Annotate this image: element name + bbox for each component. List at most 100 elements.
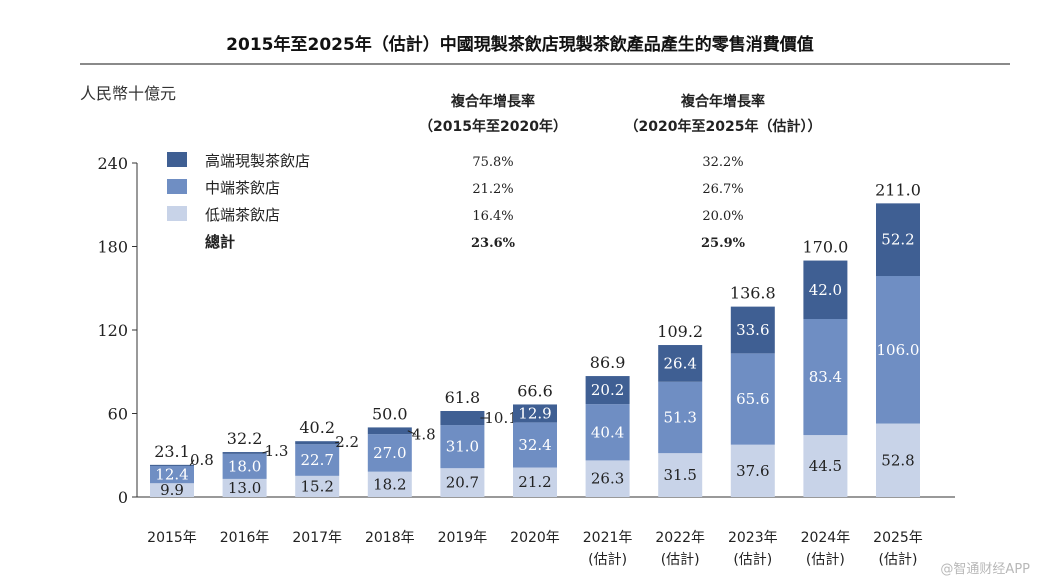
leader-line (407, 430, 417, 435)
x-tick-label: (估計) (661, 552, 700, 568)
segment-label: 52.2 (881, 231, 914, 249)
segment-label: 18.0 (228, 457, 261, 475)
x-tick-label: (估計) (588, 552, 627, 568)
segment-label: 32.4 (518, 436, 551, 454)
total-label: 170.0 (802, 237, 848, 256)
total-label: 61.8 (445, 388, 481, 407)
bar-segment (295, 441, 340, 445)
x-tick-label: 2015年 (147, 530, 197, 546)
bar-segment (585, 460, 630, 497)
y-tick-label: 120 (97, 321, 128, 340)
total-label: 211.0 (875, 180, 921, 199)
bar-segment (150, 483, 194, 497)
x-tick-label: 2024年 (801, 530, 851, 546)
y-tick-label: 240 (97, 154, 128, 173)
segment-label: 12.4 (155, 466, 188, 484)
cagr-value: 23.6% (471, 236, 516, 251)
bar-segment (658, 345, 703, 382)
legend-swatch (167, 206, 187, 221)
bar-segment (440, 410, 485, 426)
segment-label: 37.6 (736, 462, 769, 480)
legend-label: 中端茶飲店 (205, 179, 280, 197)
segment-label: 22.7 (300, 451, 333, 469)
bar-segment (658, 453, 703, 497)
total-label: 32.2 (227, 429, 263, 448)
segment-label: 27.0 (373, 444, 406, 462)
legend-swatch (167, 152, 187, 167)
leader-line (335, 441, 340, 444)
x-tick-label: 2019年 (438, 530, 488, 546)
segment-label: 1.3 (265, 442, 289, 460)
bar-segment (803, 260, 848, 320)
total-label: 109.2 (657, 322, 703, 341)
segment-label: 83.4 (809, 368, 842, 386)
total-label: 86.9 (590, 353, 626, 372)
bar-segment (730, 353, 775, 445)
x-tick-label: 2016年 (220, 530, 270, 546)
cagr-table: 複合年增長率 （2015年至2020年） 複合年增長率 （2020年至2025年（估計… (419, 93, 821, 251)
y-tick-label: 180 (97, 238, 128, 257)
bar-segment (367, 471, 412, 497)
segment-label: 0.8 (190, 451, 214, 469)
cagr-value: 26.7% (702, 182, 743, 197)
segment-label: 52.8 (881, 451, 914, 469)
bars: 9.912.40.823.1 13.0 18.01.332.2 15.2 22.72.2… (150, 180, 921, 499)
cagr-header: 複合年增長率 (450, 93, 535, 110)
legend-label: 總計 (205, 233, 235, 251)
segment-label: 65.6 (736, 390, 769, 408)
segment-label: 26.3 (591, 470, 624, 488)
x-tick-label: 2025年 (873, 530, 923, 546)
bar-segment (876, 423, 920, 497)
cagr-value: 25.9% (701, 236, 746, 251)
x-tick-label: 2020年 (510, 530, 560, 546)
cagr-value: 16.4% (472, 209, 513, 224)
bar-segment (440, 425, 485, 469)
bar-segment (876, 276, 920, 424)
cagr-header: （2015年至2020年） (419, 118, 567, 135)
x-tick-label: 2021年 (583, 530, 633, 546)
segment-label: 4.8 (412, 425, 436, 443)
bar-segment (295, 475, 340, 497)
y-tick-label: 60 (108, 405, 128, 424)
bar-segment (222, 453, 267, 479)
total-label: 66.6 (517, 381, 553, 400)
segment-label: 13.0 (228, 479, 261, 497)
bar-segment (367, 427, 412, 435)
cagr-header: （2020年至2025年（估計）） (625, 118, 822, 135)
segment-label: 10.1 (484, 409, 517, 427)
bar-segment (730, 306, 775, 354)
legend-label: 高端現製茶飲店 (205, 152, 310, 170)
bar-segment (658, 381, 703, 454)
x-tick-label: 2022年 (655, 530, 705, 546)
segment-label: 40.4 (591, 423, 624, 441)
bar-segment (150, 465, 194, 484)
bar-segment (513, 422, 557, 468)
bar-segment (513, 404, 557, 423)
x-tick-label: (估計) (879, 552, 918, 568)
bar-segment (585, 404, 630, 461)
cagr-header: 複合年增長率 (680, 93, 765, 110)
segment-label: 18.2 (373, 475, 406, 493)
y-axis-unit: 人民幣十億元 (80, 84, 176, 103)
legend-swatch (167, 179, 187, 194)
bar-segment (803, 319, 848, 436)
segment-label: 9.9 (160, 481, 184, 499)
x-tick-label: 2023年 (728, 530, 778, 546)
total-label: 50.0 (372, 404, 408, 423)
x-tick-label: (估計) (806, 552, 845, 568)
segment-label: 51.3 (663, 408, 696, 426)
segment-label: 2.2 (335, 433, 359, 451)
segment-label: 26.4 (663, 354, 696, 372)
total-label: 23.1 (154, 442, 190, 461)
leader-line (189, 459, 195, 466)
leader-line (262, 450, 269, 454)
bar-segment (730, 444, 775, 497)
bar-segment (513, 467, 557, 497)
segment-label: 33.6 (736, 321, 769, 339)
segment-label: 31.0 (446, 438, 479, 456)
watermark: @智通财经APP (940, 562, 1030, 577)
total-label: 136.8 (730, 284, 776, 303)
bar-segment (585, 376, 630, 405)
total-label: 40.2 (299, 418, 335, 437)
